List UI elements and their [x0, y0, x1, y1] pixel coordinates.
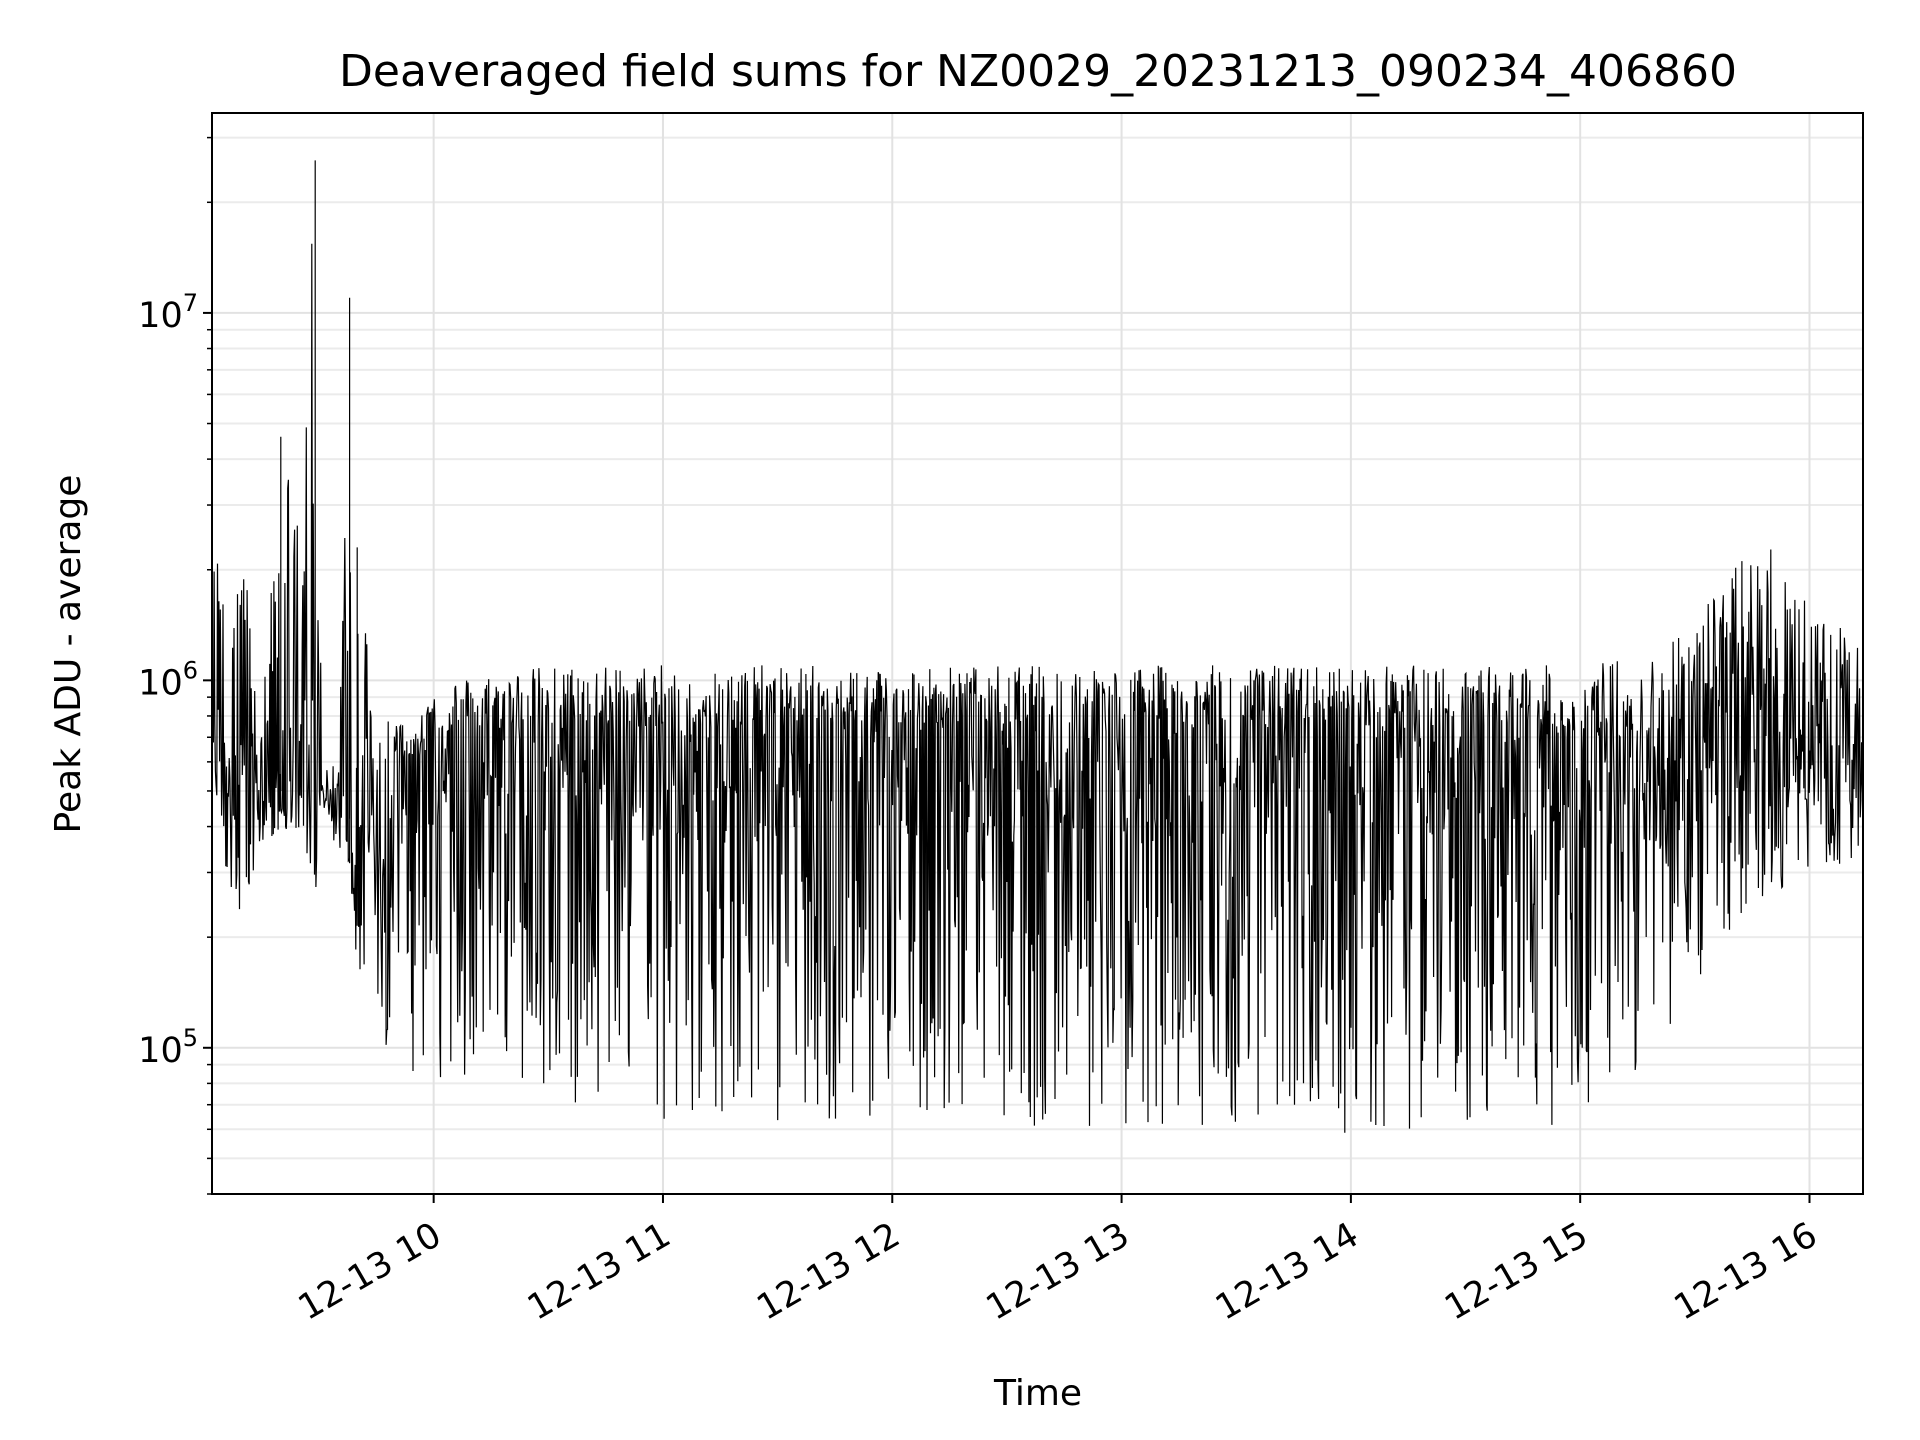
y-axis: 105 106 107 — [138, 136, 212, 1195]
series-line — [211, 160, 1864, 1133]
x-tick-label: 12-13 10 — [292, 1215, 448, 1328]
x-tick-label: 12-13 13 — [980, 1215, 1136, 1328]
x-tick-label: 12-13 12 — [750, 1215, 906, 1328]
x-axis-label: Time — [993, 1373, 1082, 1414]
y-tick-label: 105 — [138, 1024, 198, 1071]
x-tick-label: 12-13 14 — [1209, 1215, 1365, 1328]
x-tick-label: 12-13 16 — [1668, 1215, 1824, 1328]
x-tick-label: 12-13 15 — [1438, 1215, 1594, 1328]
y-tick-label: 106 — [138, 656, 198, 703]
chart-title: Deaveraged field sums for NZ0029_2023121… — [339, 46, 1737, 97]
plot-frame — [211, 112, 1864, 1195]
x-axis: 12-13 10 12-13 11 12-13 12 12-13 13 12-13 14… — [292, 1194, 1824, 1328]
series — [211, 160, 1864, 1133]
x-tick-label: 12-13 11 — [521, 1215, 677, 1328]
y-tick-label: 107 — [138, 289, 198, 336]
y-axis-label: Peak ADU - average — [48, 475, 89, 834]
